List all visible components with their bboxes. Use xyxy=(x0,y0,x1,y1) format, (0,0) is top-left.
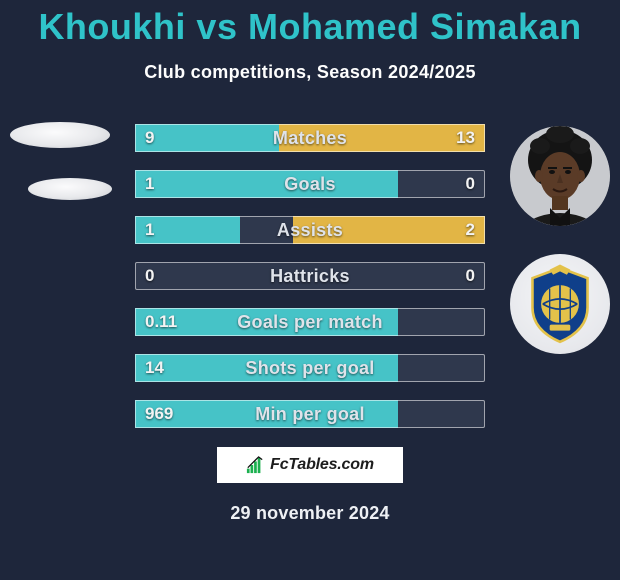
metric-value-left: 0 xyxy=(145,262,154,290)
metric-row: Matches9 13 xyxy=(135,110,485,156)
metric-row: Hattricks0 0 xyxy=(135,248,485,294)
metric-label: Goals xyxy=(135,170,485,198)
footer-date: 29 november 2024 xyxy=(0,503,620,524)
metric-row: Assists1 2 xyxy=(135,202,485,248)
metric-label: Shots per goal xyxy=(135,354,485,382)
metric-row: Min per goal969 xyxy=(135,386,485,432)
brand-plate: FcTables.com xyxy=(216,446,404,484)
fctables-logo-icon xyxy=(246,456,264,474)
metric-label: Hattricks xyxy=(135,262,485,290)
metric-row: Shots per goal14 xyxy=(135,340,485,386)
metric-label: Matches xyxy=(135,124,485,152)
metric-value-left: 9 xyxy=(145,124,154,152)
metric-row: Goals1 0 xyxy=(135,156,485,202)
comparison-chart: Matches913Goals10Assists12Hattricks00Goa… xyxy=(0,110,620,432)
metric-value-right: 13 xyxy=(456,124,475,152)
metric-label: Min per goal xyxy=(135,400,485,428)
comparison-card: Khoukhi vs Mohamed Simakan Club competit… xyxy=(0,0,620,580)
metric-value-left: 969 xyxy=(145,400,173,428)
metric-value-left: 0.11 xyxy=(145,308,177,336)
page-title: Khoukhi vs Mohamed Simakan xyxy=(0,0,620,48)
metric-value-right: 0 xyxy=(466,262,475,290)
metric-value-left: 14 xyxy=(145,354,164,382)
metric-value-left: 1 xyxy=(145,216,154,244)
metric-value-left: 1 xyxy=(145,170,154,198)
metric-label: Assists xyxy=(135,216,485,244)
metric-value-right: 0 xyxy=(466,170,475,198)
metric-value-right: 2 xyxy=(466,216,475,244)
brand-text: FcTables.com xyxy=(270,456,374,474)
metric-row: Goals per match0.11 xyxy=(135,294,485,340)
metric-label: Goals per match xyxy=(135,308,485,336)
page-subtitle: Club competitions, Season 2024/2025 xyxy=(0,62,620,83)
